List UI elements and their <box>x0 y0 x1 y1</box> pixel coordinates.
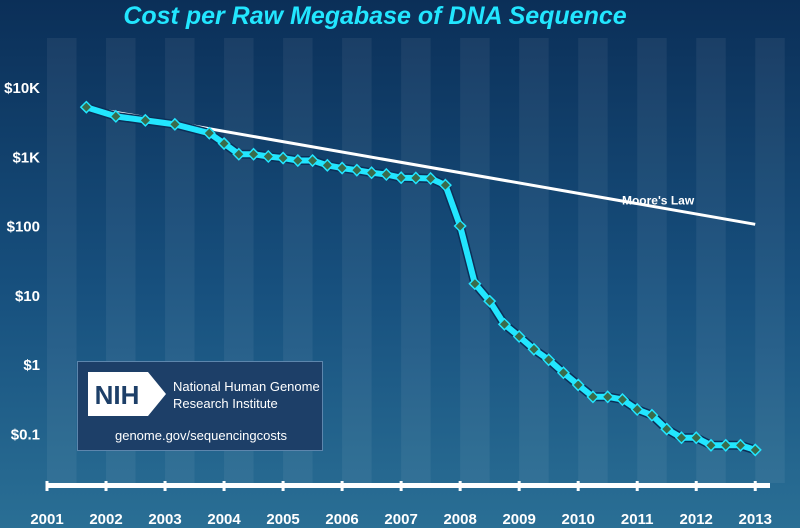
x-tick-mark <box>635 481 639 491</box>
cost-point <box>689 431 703 445</box>
x-axis: 2001 2002 2003 2004 2005 2006 2007 2008 2009 2010… <box>30 481 772 528</box>
y-tick-label: $0.1 <box>11 427 40 444</box>
x-tick-label: 2013 <box>739 511 772 528</box>
cost-point <box>168 117 182 131</box>
background-band <box>578 38 608 483</box>
background-band <box>342 38 372 483</box>
nih-badge-icon: NIH <box>88 372 166 416</box>
x-tick-mark <box>45 481 49 491</box>
cost-point <box>202 126 216 140</box>
x-tick-mark <box>753 481 757 491</box>
x-tick-mark <box>104 481 108 491</box>
background-band <box>696 38 726 483</box>
cost-point <box>542 353 556 367</box>
y-tick-label: $1K <box>12 149 40 166</box>
nih-mark: NIH <box>95 380 140 410</box>
cost-point <box>261 149 275 164</box>
cost-point <box>497 317 511 331</box>
background-band <box>47 38 77 483</box>
cost-point <box>276 151 290 165</box>
cost-point <box>704 438 718 452</box>
cost-point <box>394 171 408 185</box>
nih-url-link[interactable]: genome.gov/sequencingcosts <box>114 428 287 443</box>
x-tick-label: 2006 <box>325 511 358 528</box>
cost-point <box>556 366 570 380</box>
cost-point <box>306 153 320 168</box>
cost-point <box>674 431 689 445</box>
x-tick-mark <box>517 481 521 491</box>
x-tick-mark <box>163 481 167 491</box>
cost-point <box>365 166 379 180</box>
series-layer <box>79 100 762 457</box>
x-tick-mark <box>458 481 462 491</box>
background-band <box>755 38 785 483</box>
y-tick-label: $1 <box>23 357 40 374</box>
cost-point <box>615 392 630 407</box>
cost-point <box>748 443 762 457</box>
cost-point <box>424 171 438 186</box>
cost-point <box>719 438 733 452</box>
cost-point <box>468 277 482 291</box>
nih-org-line-2: Research Institute <box>173 396 278 411</box>
cost-point <box>79 100 93 114</box>
cost-point <box>601 390 615 404</box>
y-tick-label: $100 <box>7 219 40 236</box>
cost-point <box>527 342 541 356</box>
cost-point <box>409 171 423 185</box>
cost-point <box>379 167 393 182</box>
cost-point <box>350 163 364 177</box>
cost-point <box>335 161 349 175</box>
x-tick-label: 2001 <box>30 511 63 528</box>
annotation-layer: Moore's Law <box>622 193 695 207</box>
cost-point <box>483 294 497 308</box>
chart-title: Cost per Raw Megabase of DNA Sequence <box>123 2 627 30</box>
x-tick-label: 2012 <box>680 511 713 528</box>
x-tick-mark <box>222 481 226 491</box>
x-tick-mark <box>576 481 580 491</box>
x-tick-mark <box>694 481 698 491</box>
cost-point <box>138 113 152 127</box>
x-tick-label: 2004 <box>207 511 241 528</box>
x-tick-label: 2011 <box>621 511 654 528</box>
x-tick-mark <box>340 481 344 491</box>
x-tick-label: 2002 <box>89 511 122 528</box>
cost-point <box>232 147 246 161</box>
nih-organization-name: National Human Genome Research Institute <box>173 378 323 412</box>
background-band <box>401 38 431 483</box>
x-tick-label: 2003 <box>148 511 181 528</box>
x-tick-mark <box>399 481 403 491</box>
cost-point <box>109 109 123 123</box>
moores-law-label: Moore's Law <box>622 193 695 207</box>
nih-org-line-1: National Human Genome <box>173 379 320 394</box>
x-tick-label: 2010 <box>561 511 594 528</box>
cost-point <box>660 422 674 436</box>
cost-point <box>733 438 748 452</box>
y-tick-label: $10 <box>15 288 40 305</box>
y-axis: $10K $1K $100 $10 $1 $0.1 <box>4 80 40 444</box>
x-axis-line <box>47 483 770 488</box>
cost-point <box>630 402 644 417</box>
cost-point <box>291 153 305 168</box>
x-tick-label: 2007 <box>384 511 417 528</box>
cost-point <box>453 219 467 233</box>
nih-logo-box: NIH National Human Genome Research Insti… <box>77 361 323 451</box>
x-tick-label: 2005 <box>266 511 299 528</box>
cost-point <box>438 178 452 192</box>
cost-point <box>586 390 600 404</box>
cost-point <box>217 136 231 151</box>
cost-point <box>512 329 526 344</box>
cost-point <box>571 378 585 392</box>
y-tick-label: $10K <box>4 80 40 97</box>
x-tick-label: 2009 <box>502 511 535 528</box>
background-band <box>519 38 549 483</box>
x-tick-mark <box>281 481 285 491</box>
x-tick-label: 2008 <box>443 511 476 528</box>
cost-point <box>320 158 334 172</box>
cost-point <box>645 408 659 422</box>
cost-point <box>247 147 261 161</box>
